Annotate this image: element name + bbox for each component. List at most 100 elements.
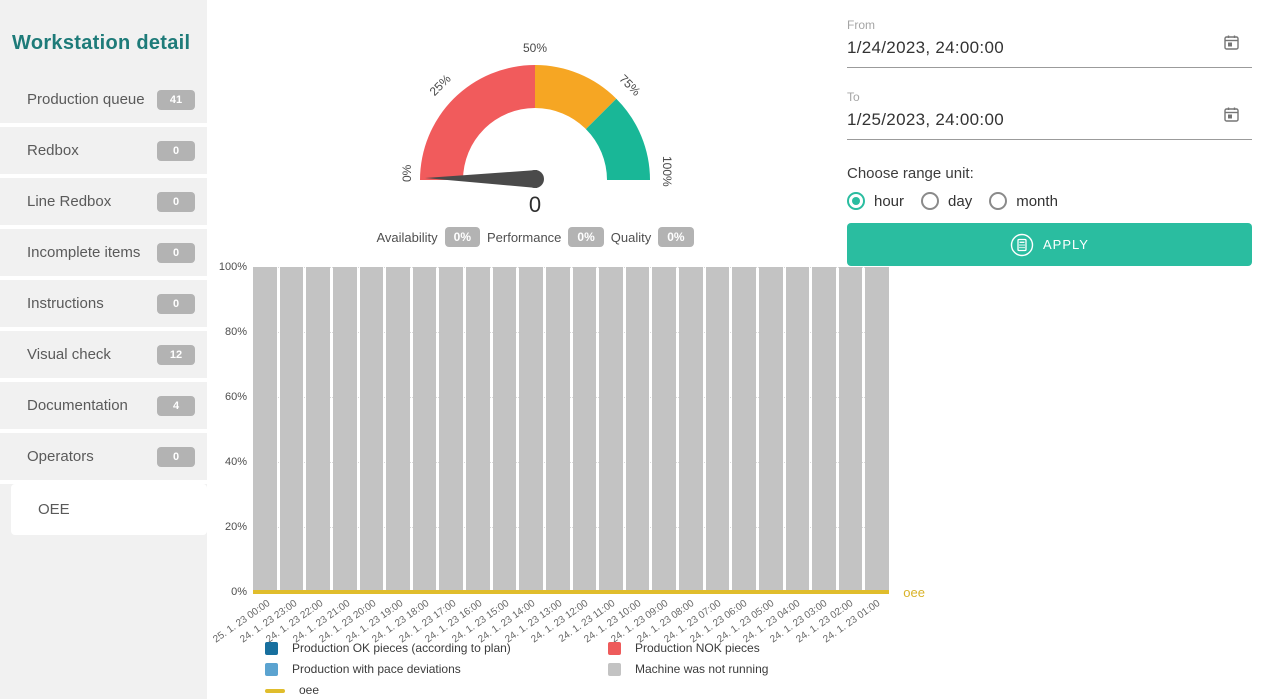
y-tick-label: 80% [224,326,247,338]
bar-segment [466,267,490,592]
from-date-value[interactable]: 1/24/2023, 24:00:00 [847,38,1004,57]
grid-line [253,462,889,463]
count-badge: 0 [157,140,195,161]
bar[interactable] [466,267,490,592]
bar-segment [865,267,889,592]
apply-button[interactable]: APPLY [847,223,1252,266]
sidebar-item-label: OEE [38,501,70,518]
count-badge: 12 [157,344,195,365]
radio-day-label[interactable]: day [948,192,973,210]
bar[interactable] [279,267,304,592]
count-badge: 0 [157,191,195,212]
to-label: To [847,90,860,104]
legend-swatch-oee [265,688,285,693]
legend-item: Production NOK pieces [608,638,768,659]
gauge-needle-pivot [526,170,544,188]
bar-segment [679,267,703,592]
sidebar-item-line-redbox[interactable]: Line Redbox 0 [0,178,207,229]
bar-plot [253,267,889,592]
legend-item: Production with pace deviations [265,659,511,680]
to-date-field[interactable]: To 1/25/2023, 24:00:00 [847,90,1252,140]
radio-month[interactable] [989,192,1008,210]
bar[interactable] [758,267,783,592]
sidebar-item-label: Redbox [27,142,79,159]
legend-item: Machine was not running [608,659,768,680]
bar[interactable] [838,267,863,592]
bar[interactable] [865,267,889,592]
grid-line [253,332,889,333]
y-tick-label: 40% [224,456,247,468]
bar-segment [545,267,570,592]
bar[interactable] [519,267,543,592]
bar[interactable] [332,267,357,592]
bar-segment [332,267,357,592]
bar[interactable] [679,267,703,592]
oee-gauge-panel: 0% 25% 50% 75% 100% 0 Availability 0% Pe… [376,30,694,247]
main-content: 0% 25% 50% 75% 100% 0 Availability 0% Pe… [207,0,1275,699]
radio-month-label[interactable]: month [1016,192,1058,210]
quality-value-badge: 0% [658,227,694,247]
bar-segment [386,267,410,592]
y-tick-label: 60% [224,391,247,403]
legend-item: oee [265,680,511,699]
bar[interactable] [412,267,437,592]
bar[interactable] [732,267,756,592]
grid-line [253,527,889,528]
count-badge: 0 [157,242,195,263]
bar-segment [758,267,783,592]
radio-day[interactable] [921,192,940,210]
sidebar-item-incomplete-items[interactable]: Incomplete items 0 [0,229,207,280]
sidebar-item-production-queue[interactable]: Production queue 41 [0,76,207,127]
sidebar-item-label: Instructions [27,295,104,312]
bar[interactable] [812,267,836,592]
sidebar-item-visual-check[interactable]: Visual check 12 [0,331,207,382]
bar[interactable] [359,267,384,592]
bar[interactable] [545,267,570,592]
radio-hour-label[interactable]: hour [874,192,905,210]
bar-segment [519,267,543,592]
bar[interactable] [652,267,676,592]
bar[interactable] [306,267,330,592]
date-filter-panel: From 1/24/2023, 24:00:00 To 1/25/2023, 2… [847,0,1252,266]
bar[interactable] [785,267,810,592]
sidebar-nav: Production queue 41 Redbox 0 Line Redbox… [0,76,207,535]
bar[interactable] [253,267,277,592]
bar[interactable] [625,267,650,592]
gauge-needle [425,170,539,188]
sidebar-item-redbox[interactable]: Redbox 0 [0,127,207,178]
calendar-icon[interactable] [1223,34,1240,56]
bar-segment [359,267,384,592]
bar-segment [253,267,277,592]
gauge-segment-teal [585,98,650,180]
radio-hour[interactable] [847,192,865,210]
range-unit-title: Choose range unit: [847,165,974,182]
y-tick-label: 100% [218,261,247,273]
gauge-tick-75: 75% [616,72,643,99]
sidebar-item-operators[interactable]: Operators 0 [0,433,207,484]
bar-segment [572,267,597,592]
bar[interactable] [439,267,463,592]
count-badge: 0 [157,446,195,467]
sidebar-item-instructions[interactable]: Instructions 0 [0,280,207,331]
bar[interactable] [572,267,597,592]
grid-line [253,267,889,268]
oee-metrics-row: Availability 0% Performance 0% Quality 0… [376,227,694,247]
bar[interactable] [599,267,623,592]
bar[interactable] [386,267,410,592]
bar-segment [625,267,650,592]
gauge-tick-50: 50% [523,41,547,55]
oee-line [253,590,889,594]
from-date-field[interactable]: From 1/24/2023, 24:00:00 [847,18,1252,68]
calendar-icon[interactable] [1223,106,1240,128]
gauge-value: 0 [528,192,542,217]
bar[interactable] [492,267,517,592]
bar-segment [599,267,623,592]
legend-item: Production OK pieces (according to plan) [265,638,511,659]
sidebar-item-documentation[interactable]: Documentation 4 [0,382,207,433]
sidebar-item-oee[interactable]: OEE [11,484,207,535]
bar[interactable] [705,267,730,592]
to-date-value[interactable]: 1/25/2023, 24:00:00 [847,110,1004,129]
legend-swatch-nok [608,642,621,655]
bar-segment [705,267,730,592]
